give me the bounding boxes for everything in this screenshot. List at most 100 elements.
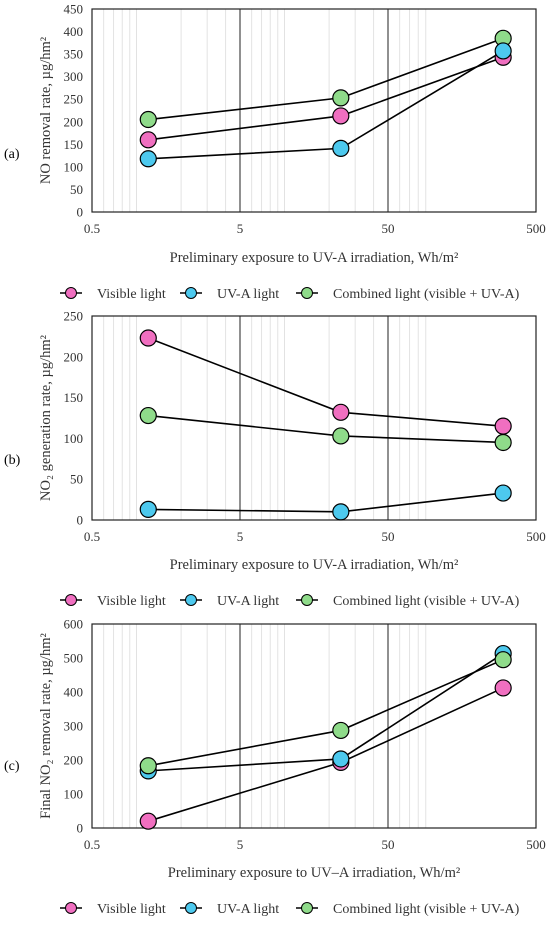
y-tick-label: 150	[64, 390, 84, 405]
legend-label-uva: UV-A light	[217, 287, 279, 302]
x-tick-label: 500	[526, 221, 546, 236]
legend: Visible light UV-A light Combined light (v…	[60, 594, 520, 609]
legend: Visible light UV-A light Combined light (v…	[60, 287, 520, 302]
x-tick-label: 5	[237, 221, 244, 236]
legend-label-uva: UV-A light	[217, 594, 279, 609]
panel-label: (b)	[4, 453, 21, 468]
legend-label-visible: Visible light	[97, 287, 166, 302]
data-point-uva	[332, 750, 350, 768]
y-tick-label: 250	[64, 92, 84, 107]
data-point-uva	[332, 503, 350, 521]
y-tick-label: 200	[64, 753, 84, 768]
legend-marker-visible	[65, 594, 77, 606]
panel-label: (a)	[4, 147, 20, 162]
y-tick-label: 300	[64, 719, 84, 734]
y-tick-label: 50	[70, 182, 83, 197]
legend-marker-uva	[185, 287, 197, 299]
chart-b: 0 50 100 150 200 250 0.5 5 50 500 Preliminary expo…	[4, 309, 546, 610]
series-line-uva	[148, 492, 504, 513]
series-line-combined	[148, 414, 504, 444]
legend-marker-visible	[65, 902, 77, 914]
y-tick-label: 200	[64, 349, 84, 364]
y-tick-label: 0	[77, 513, 84, 528]
legend-marker-visible	[65, 287, 77, 299]
y-tick-label: 150	[64, 137, 84, 152]
legend-label-combined: Combined light (visible + UV-A)	[333, 902, 520, 917]
x-tick-label: 5	[237, 837, 244, 852]
legend-marker-uva	[185, 902, 197, 914]
x-tick-label: 5	[237, 529, 244, 544]
y-tick-label: 100	[64, 159, 84, 174]
series-line-visible	[148, 56, 504, 141]
x-tick-label: 500	[526, 529, 546, 544]
y-tick-label: 400	[64, 24, 84, 39]
x-tick-label: 50	[382, 529, 395, 544]
x-axis-title: Preliminary exposure to UV-A irradiation…	[170, 250, 459, 266]
y-tick-label: 100	[64, 431, 84, 446]
legend-label-combined: Combined light (visible + UV-A)	[333, 594, 520, 609]
legend: Visible light UV-A light Combined light (v…	[60, 902, 520, 917]
legend-marker-combined	[301, 287, 313, 299]
legend-marker-uva	[185, 594, 197, 606]
x-tick-label: 0.5	[84, 837, 100, 852]
x-axis-title: Preliminary exposure to UV-A irradiation…	[170, 557, 459, 573]
y-tick-label: 600	[64, 617, 84, 632]
series-line-uva	[148, 50, 504, 160]
x-tick-label: 0.5	[84, 221, 100, 236]
legend-label-visible: Visible light	[97, 902, 166, 917]
series-line-visible	[148, 687, 504, 822]
y-tick-label: 0	[77, 821, 84, 836]
data-point-uva	[332, 139, 350, 157]
data-point-visible	[332, 403, 350, 421]
y-tick-label: 250	[64, 309, 84, 324]
y-axis-title: NO removal rate, µg/hm²	[38, 36, 54, 184]
plot-area-frame	[91, 623, 537, 829]
data-point-combined	[139, 757, 157, 775]
data-point-combined	[494, 433, 512, 452]
x-tick-label: 50	[382, 221, 395, 236]
data-point-combined	[494, 651, 512, 669]
y-tick-label: 200	[64, 114, 84, 129]
legend-marker-combined	[301, 902, 313, 914]
data-point-visible	[139, 329, 157, 347]
chart-c: 0 100 200 300 400 500 600 0.5 5 50 500 Preliminary …	[4, 617, 546, 918]
x-tick-label: 500	[526, 837, 546, 852]
panel-label: (c)	[4, 759, 20, 774]
legend-marker-combined	[301, 594, 313, 606]
data-point-uva	[494, 484, 512, 502]
legend-label-uva: UV-A light	[217, 902, 279, 917]
x-tick-label: 0.5	[84, 529, 100, 544]
y-tick-label: 50	[70, 472, 83, 487]
y-axis-title: Final NO₂ removal rate, µg/hm²	[38, 633, 54, 819]
y-tick-label: 350	[64, 47, 84, 62]
y-tick-label: 100	[64, 787, 84, 802]
data-point-visible	[494, 679, 512, 697]
series-line-combined	[148, 37, 504, 121]
series-line-visible	[147, 337, 504, 427]
data-point-combined	[332, 427, 350, 445]
plot-area-frame	[91, 8, 537, 213]
data-point-uva	[139, 150, 157, 168]
x-tick-label: 50	[382, 837, 395, 852]
legend-label-combined: Combined light (visible + UV-A)	[333, 287, 520, 302]
data-point-visible	[332, 107, 350, 125]
chart-a: 0 50 100 150 200 250 300 350 400 450 0.5 5 50 500 Prel…	[4, 2, 546, 303]
data-point-visible	[139, 131, 157, 149]
data-point-uva	[494, 42, 512, 60]
data-point-combined	[332, 721, 350, 740]
x-axis-title: Preliminary exposure to UV–A irradiation…	[168, 865, 461, 881]
y-tick-label: 300	[64, 69, 84, 84]
y-tick-label: 500	[64, 651, 84, 666]
y-tick-label: 0	[77, 205, 84, 220]
y-tick-label: 450	[64, 2, 84, 17]
data-point-uva	[139, 500, 157, 518]
data-point-visible	[494, 417, 512, 435]
data-point-combined	[139, 110, 157, 129]
data-point-combined	[332, 89, 350, 107]
y-tick-label: 400	[64, 685, 84, 700]
y-axis-title: NO₂ generation rate, µg/hm²	[38, 334, 54, 501]
legend-label-visible: Visible light	[97, 594, 166, 609]
data-point-visible	[139, 812, 157, 830]
